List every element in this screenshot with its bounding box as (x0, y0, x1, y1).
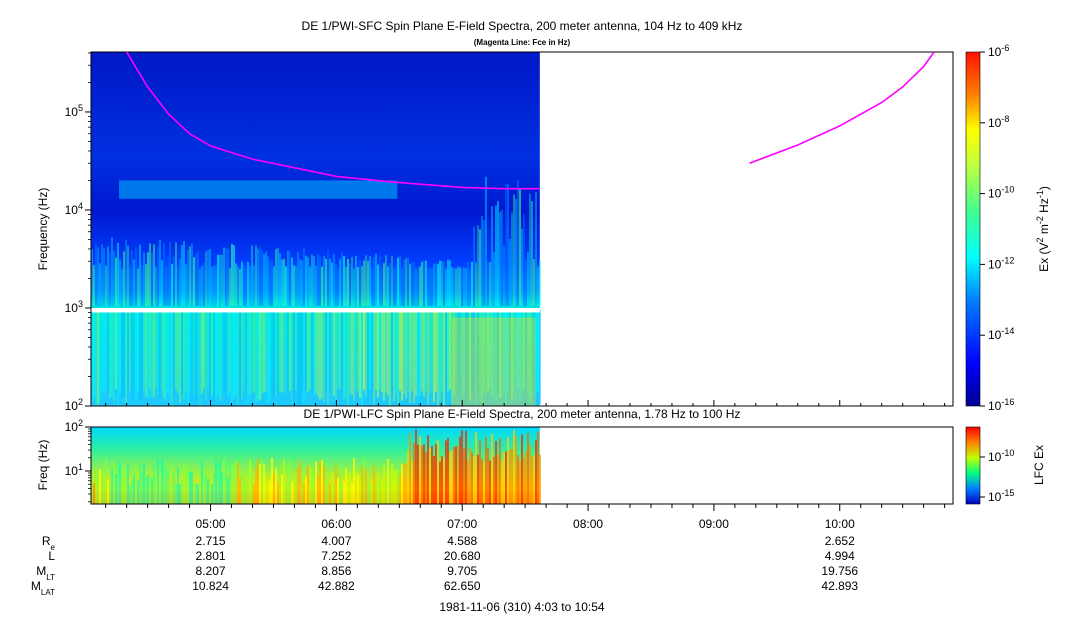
lfc-heatmap-image (91, 427, 541, 504)
ephemeris-value: 10.824 (192, 579, 229, 593)
time-tick-label: 10:00 (825, 517, 855, 531)
sfc-y-tick-label: 105 (65, 103, 83, 119)
ephemeris-value: 4.994 (825, 549, 855, 563)
lfc-colorbar-scale (965, 426, 981, 505)
ephemeris-value: 7.252 (321, 549, 351, 563)
ephemeris-value: 20.680 (444, 549, 481, 563)
ephemeris-value: 2.801 (196, 549, 226, 563)
sfc-colorbar-tick-label: 10-10 (988, 185, 1014, 201)
time-axis-labels: 05:00 06:00 07:00 08:00 09:00 10:00 (196, 517, 856, 531)
lfc-title: DE 1/PWI-LFC Spin Plane E-Field Spectra,… (304, 407, 741, 421)
ephemeris-value: 4.588 (447, 534, 477, 548)
time-tick-label: 08:00 (573, 517, 603, 531)
chart-title: DE 1/PWI-SFC Spin Plane E-Field Spectra,… (302, 19, 743, 33)
lfc-colorbar: 10-10 10-15 LFC Ex (965, 426, 1046, 505)
ephemeris-value: 62.650 (444, 579, 481, 593)
ephemeris-value: 4.007 (321, 534, 351, 548)
sfc-colorbar-scale (965, 51, 981, 407)
time-tick-label: 09:00 (699, 517, 729, 531)
sfc-y-tick-label: 102 (65, 397, 83, 413)
sfc-y-axis: 102 103 104 105 (65, 52, 91, 413)
ephemeris-value: 2.715 (196, 534, 226, 548)
ephemeris-row-label: Re (42, 534, 56, 552)
lfc-colorbar-tick-label: 10-15 (988, 488, 1014, 504)
lfc-y-tick-label: 102 (65, 418, 83, 434)
time-range-label: 1981-11-06 (310) 4:03 to 10:54 (439, 600, 605, 614)
lfc-y-axis-label: Freq (Hz) (36, 440, 50, 491)
sfc-colorbar-tick-label: 10-6 (988, 43, 1009, 59)
ephemeris-value: 42.893 (821, 579, 858, 593)
time-tick-label: 07:00 (447, 517, 477, 531)
ephemeris-row-label: MLAT (31, 579, 55, 597)
time-axis-ticks (105, 400, 946, 511)
lfc-colorbar-tick-label: 10-10 (988, 448, 1014, 464)
sfc-colorbar-tick-label: 10-8 (988, 114, 1009, 130)
lfc-colorbar-ticks: 10-10 10-15 (980, 448, 1014, 504)
ephemeris-row-label: L (48, 549, 55, 563)
fce-line-segment-early (126, 52, 540, 190)
lfc-spectrogram: 101 102 Freq (Hz) (36, 400, 954, 511)
sfc-spectrogram: 102 103 104 105 Frequency (Hz) (36, 51, 954, 413)
sfc-y-tick-label: 104 (65, 201, 83, 217)
sfc-colorbar-ticks: 10-6 10-8 10-10 10-12 10-14 10-16 (980, 43, 1014, 413)
sfc-colorbar: 10-6 10-8 10-10 10-12 10-14 10-16 Ex (V2 m-2 … (965, 43, 1051, 413)
ephemeris-table: Re 2.715 4.007 4.588 2.652 L 2.801 7.252 20.680 4… (31, 534, 859, 597)
fce-line-segment-late (749, 52, 935, 164)
ephemeris-value: 8.856 (321, 564, 351, 578)
sfc-colorbar-tick-label: 10-16 (988, 397, 1014, 413)
sfc-colorbar-label: Ex (V2 m-2 Hz-1) (1035, 186, 1051, 272)
time-tick-label: 05:00 (196, 517, 226, 531)
ephemeris-row-label: MLT (36, 564, 55, 582)
ephemeris-value: 9.705 (447, 564, 477, 578)
sfc-colorbar-tick-label: 10-12 (988, 255, 1014, 271)
lfc-y-axis: 101 102 (65, 418, 91, 503)
sfc-heatmap-image (91, 52, 541, 406)
sfc-y-axis-label: Frequency (Hz) (36, 188, 50, 271)
lfc-plot-frame (90, 426, 954, 505)
chart-subtitle: (Magenta Line: Fce in Hz) (474, 38, 571, 47)
ephemeris-value: 19.756 (821, 564, 858, 578)
lfc-y-tick-label: 101 (65, 462, 83, 478)
ephemeris-value: 8.207 (196, 564, 226, 578)
sfc-plot-frame (90, 51, 954, 407)
lfc-colorbar-label: LFC Ex (1032, 445, 1046, 485)
ephemeris-value: 42.882 (318, 579, 355, 593)
ephemeris-value: 2.652 (825, 534, 855, 548)
time-tick-label: 06:00 (321, 517, 351, 531)
sfc-y-tick-label: 103 (65, 299, 83, 315)
sfc-colorbar-tick-label: 10-14 (988, 326, 1014, 342)
